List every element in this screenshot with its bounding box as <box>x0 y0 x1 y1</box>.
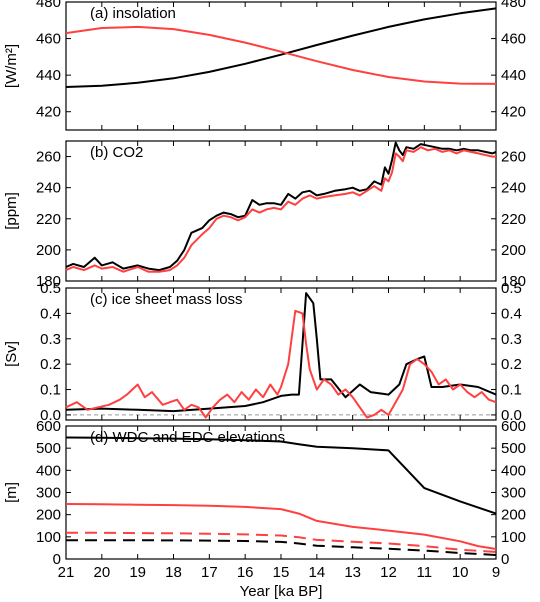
y-tick-label-right: 100 <box>501 529 526 546</box>
y-tick-label-right: 420 <box>501 104 526 121</box>
y-axis-label: [Sv] <box>3 341 20 367</box>
series-line-1 <box>65 141 497 272</box>
x-tick-label: 15 <box>273 564 290 581</box>
panel-1: 420 420 440 440 460 460 480 480 (a) insolation [W… <box>3 0 526 131</box>
series-line-1 <box>65 436 497 515</box>
series-line-4 <box>66 539 497 556</box>
series-line-2 <box>65 146 496 273</box>
x-tick-label: 13 <box>344 564 361 581</box>
y-tick-label-right: 200 <box>501 242 526 259</box>
y-tick-label-right: 0 <box>501 551 509 568</box>
y-tick-label-right: 0.0 <box>501 407 522 424</box>
panel-4: 0 0 100 100 200 200 300 300 400 400 500 500 600 600 21… <box>3 418 526 581</box>
x-tick-label: 19 <box>129 564 146 581</box>
panel-2: 180 180 200 200 220 220 240 240 260 260 (b) CO2 [pp… <box>3 140 526 290</box>
series-line-2 <box>65 25 497 85</box>
y-tick-label-left: 180 <box>36 273 61 290</box>
y-tick-label-left: 0.3 <box>40 331 61 348</box>
x-tick-label: 20 <box>93 564 110 581</box>
y-tick-label-right: 400 <box>501 462 526 479</box>
plot-frame <box>65 140 497 282</box>
panel-3: 0.0 0.0 0.1 0.1 0.2 0.2 0.3 0.3 0.4 0.4 0.5 0.5 (c) … <box>3 280 522 424</box>
y-tick-label-left: 200 <box>36 507 61 524</box>
y-tick-label-left: 200 <box>36 242 61 259</box>
y-tick-label-left: 440 <box>36 67 61 84</box>
y-axis-label: [W/m²] <box>3 44 20 88</box>
y-tick-label-right: 0.2 <box>501 356 522 373</box>
y-tick-label-left: 600 <box>36 418 61 435</box>
y-tick-label-left: 400 <box>36 462 61 479</box>
y-tick-label-left: 500 <box>36 440 61 457</box>
y-tick-label-right: 260 <box>501 149 526 166</box>
y-tick-label-right: 440 <box>501 67 526 84</box>
y-tick-label-left: 240 <box>36 180 61 197</box>
y-tick-label-left: 460 <box>36 31 61 48</box>
panel-title: (d) WDC and EDC elevations <box>90 429 285 446</box>
y-tick-label-right: 300 <box>501 485 526 502</box>
panel-title: (c) ice sheet mass loss <box>90 291 243 308</box>
y-tick-label-left: 420 <box>36 104 61 121</box>
panel-title: (a) insolation <box>90 5 176 22</box>
y-axis-label: [m] <box>3 482 20 503</box>
y-tick-label-right: 480 <box>501 0 526 11</box>
series-line-1 <box>65 292 497 413</box>
y-tick-label-right: 0.5 <box>501 280 522 297</box>
y-tick-label-left: 0.1 <box>40 382 61 399</box>
y-tick-label-right: 240 <box>501 180 526 197</box>
x-tick-label: 11 <box>417 564 433 581</box>
panel-title: (b) CO2 <box>90 144 143 161</box>
y-tick-label-right: 460 <box>501 31 526 48</box>
x-tick-label: 18 <box>165 564 182 581</box>
x-tick-label: 17 <box>201 564 218 581</box>
x-axis-label: Year [ka BP] <box>240 583 323 600</box>
y-tick-label-right: 0.1 <box>501 382 522 399</box>
series-line-2 <box>65 309 497 419</box>
y-tick-label-right: 0.4 <box>501 305 522 322</box>
series-line-1 <box>65 7 497 88</box>
series-line-3 <box>66 531 497 553</box>
y-tick-label-left: 220 <box>36 211 61 228</box>
x-tick-label: 9 <box>492 564 500 581</box>
y-tick-label-left: 480 <box>36 0 61 11</box>
y-tick-label-left: 260 <box>36 149 61 166</box>
series-line-2 <box>65 503 497 550</box>
x-tick-label: 21 <box>58 564 75 581</box>
y-tick-label-right: 0.3 <box>501 331 522 348</box>
y-tick-label-left: 100 <box>36 529 61 546</box>
y-axis-label: [ppm] <box>3 192 20 230</box>
y-tick-label-right: 200 <box>501 507 526 524</box>
x-tick-label: 16 <box>237 564 254 581</box>
x-tick-label: 14 <box>308 564 325 581</box>
x-tick-label: 12 <box>380 564 397 581</box>
y-tick-label-right: 500 <box>501 440 526 457</box>
y-tick-label-left: 0.2 <box>40 356 61 373</box>
y-tick-label-left: 300 <box>36 485 61 502</box>
x-tick-label: 10 <box>452 564 469 581</box>
y-tick-label-right: 180 <box>501 273 526 290</box>
y-tick-label-right: 600 <box>501 418 526 435</box>
y-tick-label-right: 220 <box>501 211 526 228</box>
y-tick-label-left: 0.4 <box>40 305 61 322</box>
y-tick-label-left: 0.0 <box>40 407 61 424</box>
y-tick-label-left: 0.5 <box>40 280 61 297</box>
y-tick-label-left: 0 <box>53 551 61 568</box>
